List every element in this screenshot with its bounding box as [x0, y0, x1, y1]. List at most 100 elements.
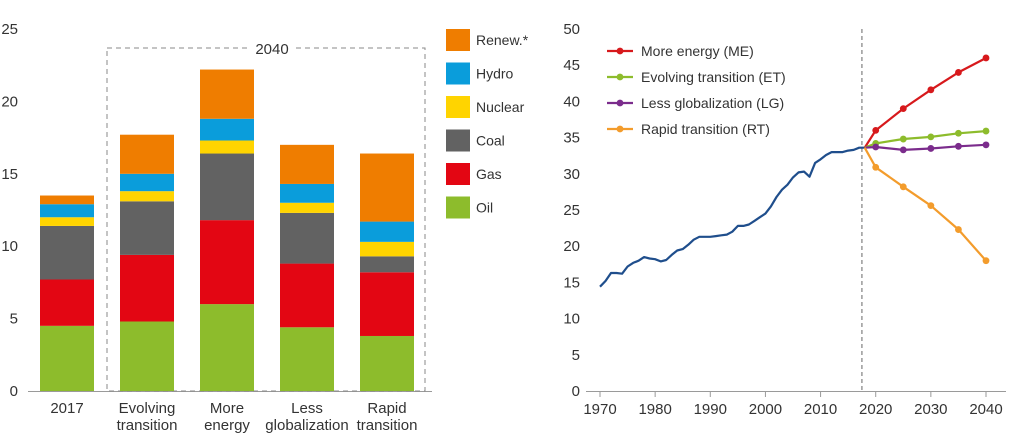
legend-label: Gas [476, 166, 502, 182]
scenario-point [872, 163, 880, 171]
y-tick-label: 25 [563, 202, 580, 219]
y-tick-label: 35 [563, 130, 580, 147]
legend-marker [616, 47, 624, 55]
bar-segment-coal [360, 256, 414, 273]
scenario-point [955, 129, 962, 137]
line-chart: 0 5 10 15 20 25 30 35 40 45 50 1970 1980 1990 2000 2010… [563, 21, 1006, 418]
legend-label: Renew.* [476, 32, 529, 48]
legend-label: Hydro [476, 66, 514, 82]
y-tick-label: 5 [572, 347, 580, 364]
legend-swatch [446, 196, 470, 219]
bar-segment-coal [280, 212, 334, 264]
x-tick-label: 1980 [638, 401, 671, 418]
scenario-point [982, 127, 990, 135]
bar-segment-hydro [360, 221, 414, 242]
scenario-point [955, 69, 962, 76]
x-tick-label: 2040 [969, 401, 1002, 418]
legend-swatch [446, 29, 470, 51]
y-tick-label: 15 [1, 166, 18, 183]
legend-swatch [446, 62, 470, 85]
bar-segment-hydro [40, 204, 94, 218]
scenario-point [927, 133, 935, 141]
legend-marker [616, 73, 624, 81]
bar-segment-gas [40, 279, 94, 326]
bar-segment-oil [280, 327, 334, 391]
bar-segment-nuclear [40, 217, 94, 226]
legend-swatch [446, 96, 470, 118]
scenario-point [982, 141, 990, 149]
y-tick-label: 45 [563, 57, 580, 74]
x-category-label: More [210, 400, 244, 417]
scenario-point [899, 135, 907, 143]
scenario-point [872, 143, 880, 151]
bar-chart-legend: Renew.* Hydro Nuclear Coal Gas Oil [446, 29, 529, 219]
bar-segment-renew [200, 69, 254, 119]
scenario-point [927, 86, 935, 94]
bar-segment-oil [360, 335, 414, 391]
scenario-point [872, 126, 880, 134]
bar-segment-nuclear [120, 191, 174, 202]
x-category-label: globalization [265, 417, 348, 434]
y-tick-label: 20 [1, 93, 18, 110]
y-tick-label: 0 [10, 383, 18, 400]
legend-label: More energy (ME) [641, 43, 754, 59]
legend-marker [616, 125, 624, 133]
x-category-label: transition [117, 417, 178, 434]
y-tick-label: 25 [1, 21, 18, 38]
group-label-2040: 2040 [255, 41, 288, 58]
y-tick-label: 15 [563, 274, 580, 291]
bar-segment-oil [200, 304, 254, 391]
legend-marker [616, 99, 624, 107]
y-tick-label: 10 [563, 311, 580, 328]
y-tick-label: 50 [563, 21, 580, 38]
bar-segment-gas [280, 263, 334, 328]
scenario-point [899, 146, 907, 154]
bar-segment-gas [200, 220, 254, 305]
bar-segment-renew [120, 134, 174, 174]
legend-label: Evolving transition (ET) [641, 69, 786, 85]
x-category-label: energy [204, 417, 250, 434]
y-tick-label: 40 [563, 93, 580, 110]
y-tick-label: 10 [1, 238, 18, 255]
x-category-label: Less [291, 400, 323, 417]
scenario-point [899, 105, 907, 113]
bar-segment-oil [40, 325, 94, 391]
bar-segment-renew [280, 144, 334, 184]
legend-swatch [446, 129, 470, 152]
bar-segment-hydro [200, 118, 254, 141]
legend-label: Coal [476, 133, 505, 149]
x-category-label: 2017 [50, 400, 83, 417]
scenario-line [864, 143, 987, 151]
y-tick-label: 5 [10, 311, 18, 328]
scenario-point [982, 257, 990, 265]
x-category-label: Evolving [119, 400, 176, 417]
bar-segment-renew [360, 153, 414, 222]
x-tick-label: 2010 [804, 401, 837, 418]
y-tick-label: 20 [563, 238, 580, 255]
bar-segment-coal [120, 201, 174, 255]
bar-segment-gas [120, 254, 174, 322]
y-tick-label: 0 [572, 383, 580, 400]
x-tick-label: 2020 [859, 401, 892, 418]
bar-segment-hydro [280, 183, 334, 203]
bar-segment-renew [40, 195, 94, 205]
bar-segment-gas [360, 272, 414, 336]
scenario-point [927, 145, 935, 152]
x-tick-label: 2030 [914, 401, 947, 418]
scenario-line [863, 57, 987, 149]
x-category-label: Rapid [367, 400, 406, 417]
bar-segment-nuclear [280, 202, 334, 213]
legend-label: Rapid transition (RT) [641, 121, 770, 137]
legend-label: Nuclear [476, 99, 525, 115]
history-line [599, 146, 865, 288]
bar-segment-coal [200, 153, 254, 221]
scenario-line [863, 147, 987, 262]
scenario-point [955, 142, 962, 150]
legend-label: Oil [476, 200, 493, 216]
x-tick-label: 2000 [749, 401, 782, 418]
group-2040-box [106, 47, 426, 392]
scenario-point [927, 202, 935, 210]
y-tick-label: 30 [563, 166, 580, 183]
